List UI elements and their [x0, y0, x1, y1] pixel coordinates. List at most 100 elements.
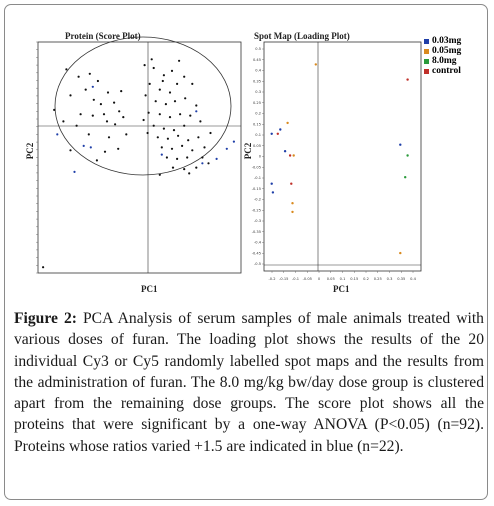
score-point-black: [184, 97, 187, 100]
loading-plot-x-tick-label: -0.05: [303, 277, 312, 281]
score-point-black: [168, 116, 172, 119]
legend-swatch: [424, 58, 429, 64]
loading-plot-x-tick-label: 0.15: [350, 277, 358, 281]
score-point-blue: [201, 162, 204, 165]
loading-plot-y-tick-label: -0.2: [254, 198, 261, 202]
loading-plot-y-tick-label: -0.4: [254, 241, 262, 245]
score-point-black: [158, 173, 161, 176]
legend-swatch: [424, 68, 429, 74]
loading-plot-points: [270, 63, 409, 255]
score-point-black: [161, 79, 164, 83]
legend-item-control: control: [424, 66, 461, 76]
loading-point-0.03mg: [279, 128, 282, 131]
loading-plot-x-tick-label: 0.05: [327, 277, 335, 281]
loading-plot-y-tick-label: -0.3: [254, 219, 261, 223]
figure-caption-text: PCA Analysis of serum samples of male an…: [14, 310, 484, 455]
score-point-black: [199, 120, 202, 123]
score-point-black: [179, 113, 182, 116]
legend-label: 8.0mg: [432, 56, 457, 66]
score-point-black: [144, 94, 147, 97]
loading-plot-y-tick-label: -0.05: [252, 165, 261, 169]
score-point-black: [88, 72, 91, 75]
figure-caption: Figure 2: PCA Analysis of serum samples …: [14, 308, 484, 457]
score-point-blue: [89, 146, 92, 149]
loading-point-0.05mg: [291, 210, 294, 214]
score-point-black: [156, 136, 159, 139]
loading-point-control: [288, 154, 292, 157]
loading-plot-y-tick-label: 0.15: [253, 122, 261, 126]
score-point-black: [42, 266, 45, 269]
loading-plot-y-tick-label: 0.4: [255, 69, 261, 73]
score-point-blue: [225, 147, 228, 150]
legend-item-8.0mg: 8.0mg: [424, 56, 461, 66]
score-point-black: [95, 159, 98, 162]
score-point-black: [96, 79, 99, 83]
score-point-black: [142, 118, 145, 122]
legend-swatch: [424, 48, 429, 54]
score-point-black: [188, 172, 191, 175]
loading-plot-xlabel: PC1: [333, 284, 350, 294]
score-point-black: [113, 101, 116, 104]
loading-plot-y-tick-label: 0.3: [255, 90, 261, 94]
legend-swatch: [424, 38, 429, 44]
score-point-black: [207, 162, 210, 165]
loading-plot-x-tick-label: 0: [318, 277, 321, 281]
score-point-black: [117, 147, 120, 150]
score-point-black: [178, 59, 181, 62]
score-point-black: [146, 131, 149, 135]
loading-plot-y-tick-label: -0.5: [254, 262, 261, 266]
score-point-black: [79, 113, 82, 116]
score-point-black: [118, 110, 121, 113]
score-plot-y-ticks: [36, 41, 38, 274]
loading-plot-y-tick-label: -0.45: [252, 251, 261, 255]
loading-point-0.05mg: [292, 154, 295, 157]
score-point-black: [172, 129, 176, 132]
loading-plot-y-tick-label: -0.35: [252, 230, 261, 234]
score-point-black: [195, 166, 198, 169]
score-point-black: [186, 156, 189, 159]
loading-point-control: [290, 182, 293, 185]
score-point-black: [106, 91, 110, 94]
score-point-black: [164, 103, 167, 106]
loading-point-0.05mg: [291, 202, 294, 205]
loading-plot-y-tick-label: -0.25: [252, 208, 261, 212]
score-point-blue: [82, 144, 85, 147]
loading-plot-y-tick-label: 0.25: [253, 101, 261, 105]
loading-point-0.03mg: [271, 191, 275, 194]
score-point-black: [166, 137, 169, 140]
legend-label: 0.05mg: [432, 46, 462, 56]
loading-point-8.0mg: [404, 176, 407, 179]
score-point-black: [160, 146, 163, 149]
loading-point-0.03mg: [399, 143, 402, 146]
loading-plot-title: Spot Map (Loading Plot): [254, 31, 350, 41]
score-point-black: [150, 58, 153, 61]
score-point-black: [107, 136, 111, 139]
score-point-black: [177, 134, 180, 137]
loading-plot-y-tick-label: 0.2: [255, 112, 261, 116]
loading-plot-x-tick-label: -0.2: [268, 277, 275, 281]
loading-plot-x-tick-label: 0.4: [410, 277, 416, 281]
score-point-black: [181, 144, 184, 147]
score-plot-title: Protein (Score Plot): [65, 31, 141, 41]
score-point-black: [87, 133, 90, 136]
score-point-black: [191, 82, 194, 85]
loading-plot-y-tick-label: 0.5: [255, 47, 261, 51]
loading-point-0.05mg: [314, 63, 317, 66]
score-point-black: [158, 113, 161, 116]
legend-label: 0.03mg: [432, 36, 462, 46]
loading-plot-x-tick-label: 0.3: [387, 277, 393, 281]
score-point-black: [170, 69, 174, 72]
score-point-black: [114, 123, 117, 126]
loading-point-8.0mg: [406, 154, 409, 157]
score-point-black: [173, 100, 177, 103]
score-point-black: [162, 127, 165, 130]
score-point-black: [201, 156, 204, 159]
loading-point-control: [276, 132, 279, 135]
score-point-black: [158, 88, 161, 91]
loading-plot-y-tick-label: 0: [259, 155, 262, 159]
loading-point-0.03mg: [270, 182, 273, 185]
score-point-blue: [91, 85, 94, 88]
loading-plot-x-tick-label: 0.35: [397, 277, 405, 281]
score-point-black: [62, 120, 65, 123]
